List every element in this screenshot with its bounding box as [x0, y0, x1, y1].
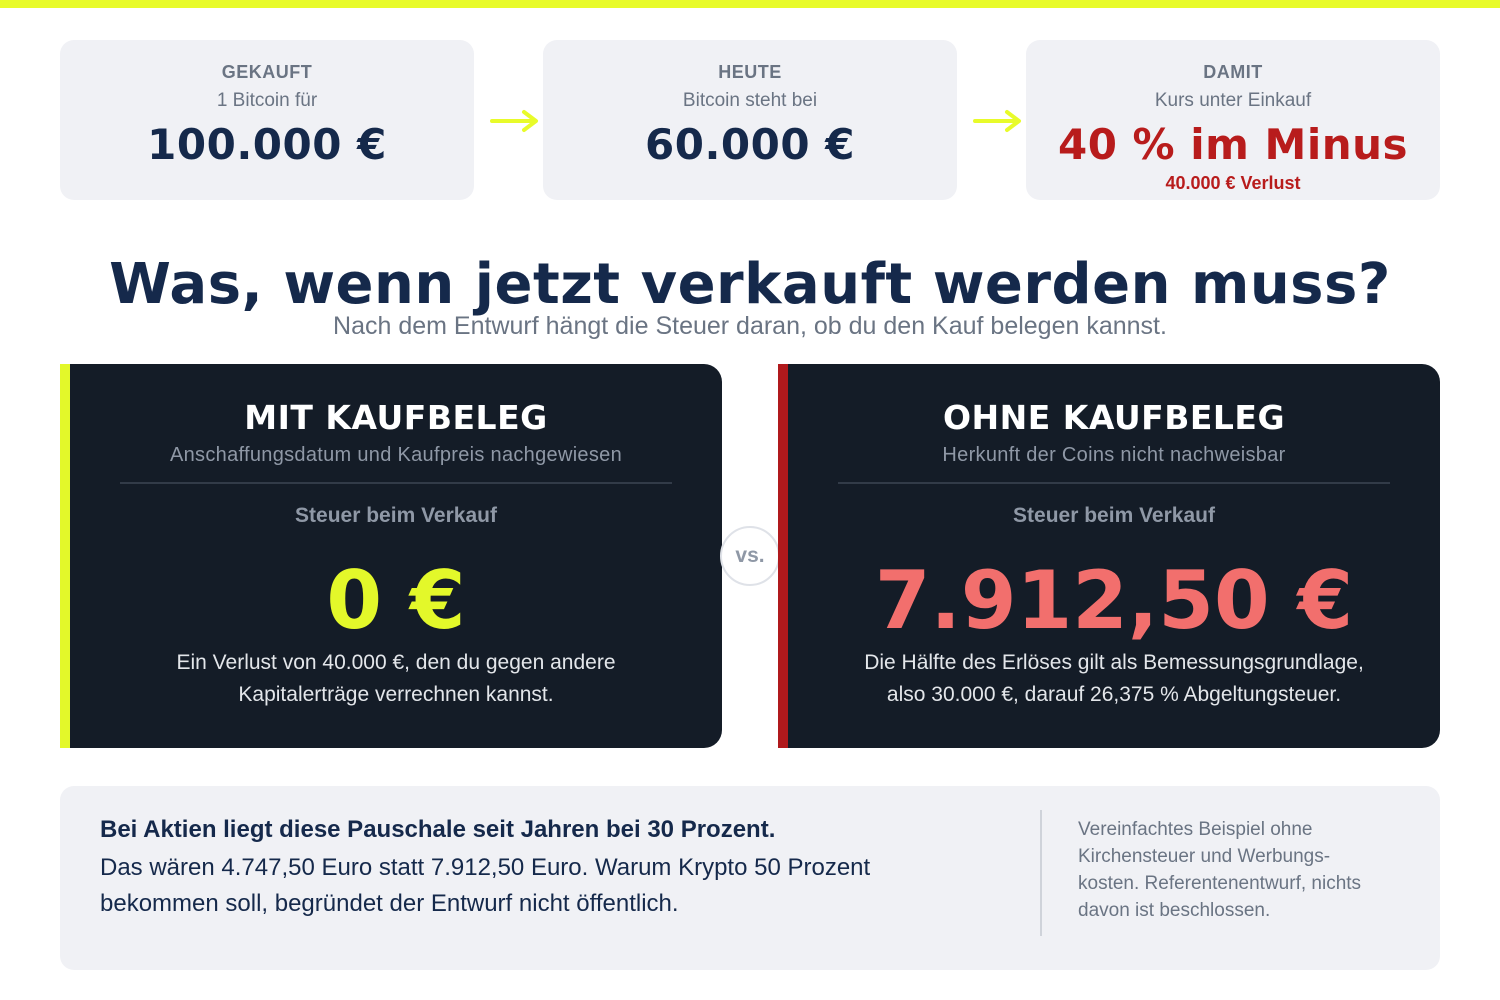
footer-separator [1040, 810, 1042, 936]
stat-card-result: DAMIT Kurs unter Einkauf 40 % im Minus 4… [1026, 40, 1440, 200]
panel-label: Steuer beim Verkauf [1013, 504, 1215, 527]
accent-top-bar [0, 0, 1500, 8]
footer-text: Das wären 4.747,50 Euro statt 7.912,50 E… [100, 854, 871, 917]
panel-description: Die Hälfte des Erlöses gilt als Bemessun… [864, 651, 1364, 706]
footer-headline: Bei Aktien liegt diese Pauschale seit Ja… [100, 816, 776, 843]
footer-info-box: Bei Aktien liegt diese Pauschale seit Ja… [60, 786, 1440, 970]
panel-divider [838, 482, 1390, 484]
panel-title: OHNE KAUFBELEG [942, 398, 1286, 437]
footer-disclaimer: Vereinfachtes Beispiel ohne Kirchensteue… [1078, 819, 1362, 921]
panel-without-receipt: OHNE KAUFBELEG Herkunft der Coins nicht … [778, 364, 1440, 748]
arrow-right-icon [973, 110, 1021, 132]
stat-card-today: HEUTE Bitcoin steht bei 60.000 € [543, 40, 957, 200]
stat-note-loss: 40.000 € Verlust [1165, 173, 1301, 193]
panel-subtitle: Herkunft der Coins nicht nachweisbar [942, 444, 1286, 466]
stat-kicker: HEUTE [718, 62, 782, 82]
panel-subtitle: Anschaffungsdatum und Kaufpreis nachgewi… [169, 444, 623, 466]
stat-kicker: DAMIT [1203, 62, 1263, 82]
stat-sub: 1 Bitcoin für [216, 90, 318, 111]
headline: Was, wenn jetzt verkauft werden muss? [109, 252, 1391, 317]
stat-kicker: GEKAUFT [221, 62, 313, 82]
stat-sub: Kurs unter Einkauf [1154, 90, 1312, 111]
stat-value-loss: 40 % im Minus [1057, 120, 1409, 169]
subheadline: Nach dem Entwurf hängt die Steuer daran,… [333, 312, 1167, 340]
panel-with-receipt: MIT KAUFBELEG Anschaffungsdatum und Kauf… [60, 364, 722, 748]
panel-tax-value: 0 € [326, 554, 466, 647]
stat-card-bought: GEKAUFT 1 Bitcoin für 100.000 € [60, 40, 474, 200]
stat-value: 100.000 € [147, 120, 387, 169]
panel-description: Ein Verlust von 40.000 €, den du gegen a… [176, 651, 616, 706]
vs-badge: vs. [720, 526, 780, 586]
panel-tax-value: 7.912,50 € [874, 554, 1354, 647]
panel-label: Steuer beim Verkauf [295, 504, 497, 527]
stat-sub: Bitcoin steht bei [682, 90, 818, 111]
stat-value: 60.000 € [645, 120, 855, 169]
panel-title: MIT KAUFBELEG [244, 398, 548, 437]
panel-divider [120, 482, 672, 484]
arrow-right-icon [490, 110, 538, 132]
